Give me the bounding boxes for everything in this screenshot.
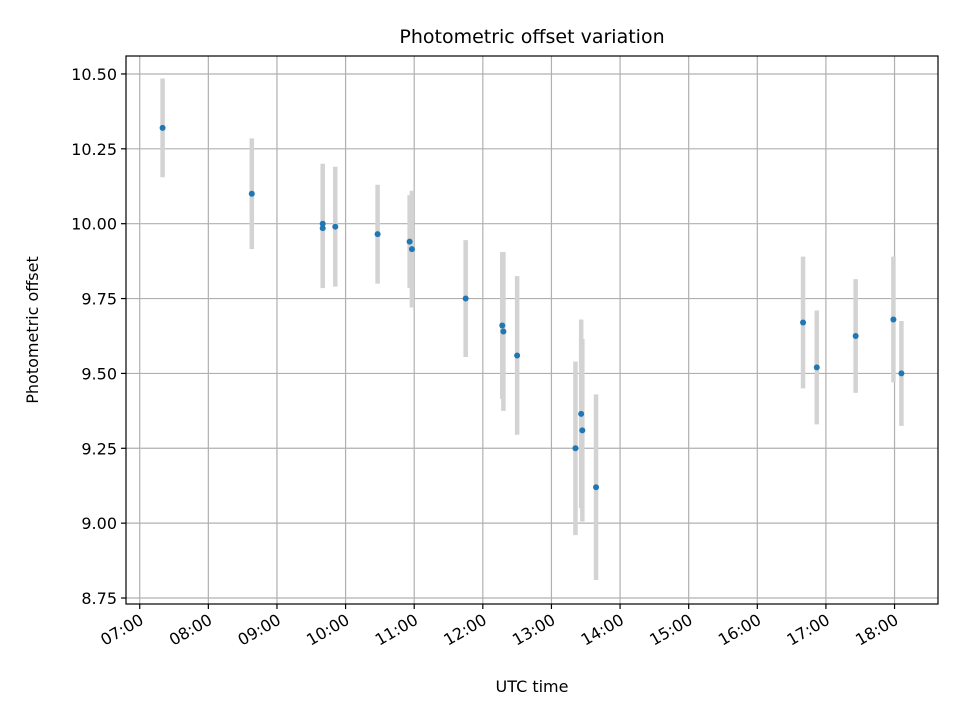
- data-point: [514, 352, 521, 359]
- data-point: [800, 319, 807, 326]
- data-point: [593, 484, 600, 491]
- plot-frame: [125, 55, 939, 605]
- y-tick-label: 9.75: [81, 290, 117, 309]
- data-point: [898, 370, 905, 377]
- x-axis-title: UTC time: [496, 677, 569, 696]
- data-point: [159, 124, 166, 131]
- y-tick-label: 8.75: [81, 589, 117, 608]
- y-tick-label: 9.50: [81, 364, 117, 383]
- y-axis-title: Photometric offset: [23, 256, 42, 404]
- y-tick-label: 10.00: [71, 215, 117, 234]
- data-point: [406, 238, 413, 245]
- data-point: [579, 427, 586, 434]
- data-point: [500, 328, 507, 335]
- grid: [126, 56, 938, 604]
- data-point: [374, 231, 381, 238]
- data-point: [319, 225, 326, 232]
- data-point: [572, 445, 579, 452]
- data-point: [890, 316, 897, 323]
- chart-title: Photometric offset variation: [399, 26, 664, 48]
- data-points: [159, 124, 905, 491]
- data-point: [578, 410, 585, 417]
- data-point: [408, 246, 415, 253]
- y-tick-label: 10.25: [71, 140, 117, 159]
- data-point: [319, 220, 326, 227]
- data-point: [332, 223, 339, 230]
- data-point: [499, 322, 506, 329]
- y-tick-label: 9.00: [81, 514, 117, 533]
- data-point: [248, 190, 255, 197]
- data-point: [852, 332, 859, 339]
- data-point: [462, 295, 469, 302]
- data-point: [813, 364, 820, 371]
- y-tick-label: 10.50: [71, 65, 117, 84]
- y-tick-label: 9.25: [81, 439, 117, 458]
